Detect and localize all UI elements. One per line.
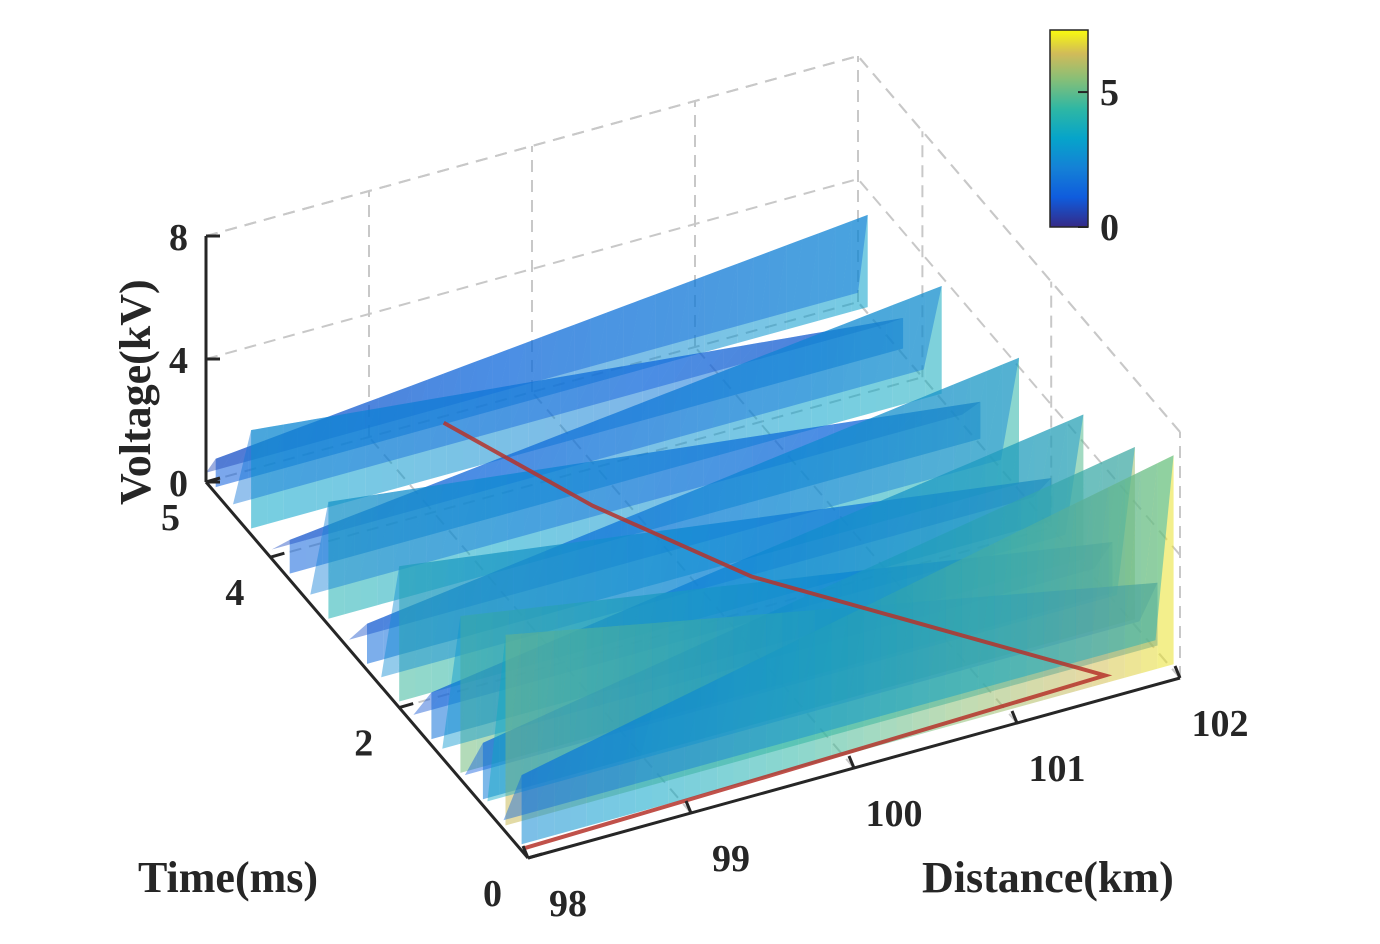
- x-tick-label: 102: [1192, 703, 1249, 745]
- x-tick: [521, 845, 530, 859]
- x-tick-label: 100: [866, 793, 923, 835]
- x-tick: [1173, 665, 1182, 679]
- y-tick: [269, 551, 285, 559]
- x-axis-label: Distance(km): [922, 853, 1174, 902]
- y-tick-label: 4: [225, 572, 244, 614]
- grid-line: [205, 55, 859, 237]
- y-tick: [398, 702, 414, 710]
- z-axis-label: Voltage(kV): [111, 279, 160, 505]
- x-tick-label: 99: [712, 838, 750, 880]
- x-tick: [684, 800, 693, 814]
- grid-line: [857, 55, 1181, 433]
- y-tick: [527, 852, 543, 860]
- x-tick-label: 101: [1029, 748, 1086, 790]
- y-tick-label: 5: [161, 497, 180, 539]
- fault-trace: [442, 421, 1113, 851]
- x-tick-label: 98: [549, 883, 587, 925]
- z-tick-label: 8: [169, 217, 188, 259]
- fault-trace-layer: [442, 421, 1113, 851]
- z-tick-label: 0: [169, 463, 188, 505]
- grid-line: [205, 178, 859, 360]
- colorbar-tick-label: 5: [1100, 72, 1119, 114]
- x-tick: [1010, 710, 1019, 724]
- x-tick: [847, 755, 856, 769]
- y-axis-line: [204, 481, 530, 859]
- y-tick-label: 2: [354, 723, 373, 765]
- wavefront-ridge: [503, 455, 1174, 845]
- colorbar-tick-label: 0: [1100, 207, 1119, 249]
- colorbar: 05: [1049, 29, 1119, 249]
- voltage-surface: [206, 214, 1174, 845]
- z-tick-label: 4: [169, 340, 188, 382]
- y-tick-label: 0: [483, 873, 502, 915]
- y-axis-label: Time(ms): [138, 853, 318, 902]
- colorbar-gradient: [1049, 29, 1089, 228]
